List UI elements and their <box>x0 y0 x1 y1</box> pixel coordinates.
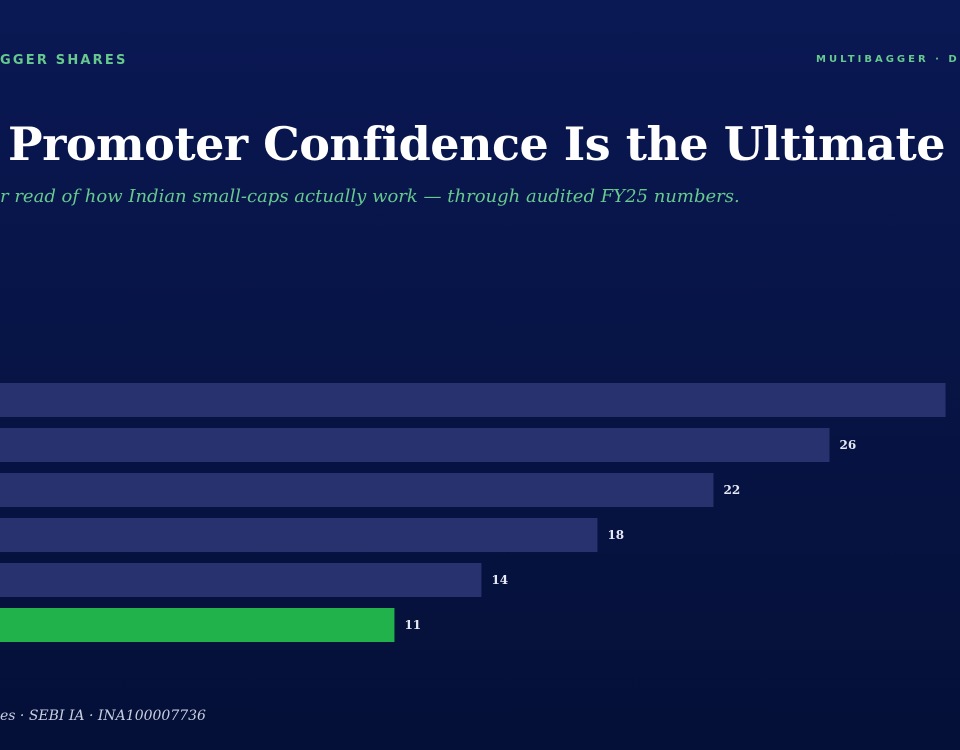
brand-left-label: GGER SHARES <box>0 53 128 68</box>
bar-value-label: 11 <box>404 618 421 632</box>
highlight-bar <box>0 608 395 642</box>
brand-right-label: MULTIBAGGER · D <box>816 54 960 65</box>
bar-value-label: 22 <box>723 483 740 497</box>
bar-value-label: 26 <box>839 438 856 452</box>
bar-value-label: 18 <box>607 528 624 542</box>
chart-bar <box>0 383 946 417</box>
chart-bar <box>0 563 482 597</box>
bar-value-label: 14 <box>491 573 508 587</box>
footer-disclaimer: es · SEBI IA · INA100007736 <box>0 708 206 724</box>
page-subtitle: r read of how Indian small-caps actually… <box>0 186 740 207</box>
chart-bar <box>0 473 714 507</box>
chart-bar <box>0 428 830 462</box>
chart-bar <box>0 518 598 552</box>
page-title: Promoter Confidence Is the Ultimate <box>8 117 946 171</box>
